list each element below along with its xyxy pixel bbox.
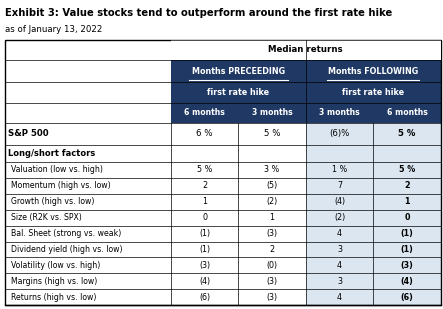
Text: 4: 4 (337, 261, 342, 270)
Text: 7: 7 (337, 181, 342, 190)
Text: Margins (high vs. low): Margins (high vs. low) (11, 277, 97, 286)
Text: 1: 1 (269, 213, 275, 222)
Text: 3 months: 3 months (252, 108, 292, 117)
Text: 3 %: 3 % (264, 165, 280, 174)
Text: 4: 4 (337, 229, 342, 238)
Text: Momentum (high vs. low): Momentum (high vs. low) (11, 181, 110, 190)
Text: 0: 0 (202, 213, 207, 222)
Text: 2: 2 (404, 181, 410, 190)
Text: (4): (4) (334, 197, 345, 206)
Text: 6 months: 6 months (387, 108, 427, 117)
Text: Months PRECEEDING: Months PRECEEDING (192, 67, 285, 76)
Text: S&P 500: S&P 500 (8, 129, 49, 138)
Text: Dividend yield (high vs. low): Dividend yield (high vs. low) (11, 245, 122, 254)
Text: (3): (3) (267, 229, 278, 238)
Text: Volatility (low vs. high): Volatility (low vs. high) (11, 261, 100, 270)
Text: 1: 1 (404, 197, 410, 206)
Text: Long/short factors: Long/short factors (8, 149, 95, 158)
Text: 2: 2 (269, 245, 275, 254)
Text: 3: 3 (337, 277, 342, 286)
Text: 0: 0 (404, 213, 410, 222)
Text: 1 %: 1 % (332, 165, 347, 174)
Text: first rate hike: first rate hike (207, 88, 269, 97)
Text: (1): (1) (199, 229, 210, 238)
Text: (1): (1) (400, 229, 413, 238)
Text: Size (R2K vs. SPX): Size (R2K vs. SPX) (11, 213, 82, 222)
Text: 3: 3 (337, 245, 342, 254)
Text: 5 %: 5 % (197, 165, 212, 174)
Text: (6)%: (6)% (329, 129, 350, 138)
Text: 6 %: 6 % (196, 129, 213, 138)
Text: 5 %: 5 % (399, 165, 415, 174)
Text: (3): (3) (199, 261, 210, 270)
Text: (1): (1) (199, 245, 210, 254)
Text: 4: 4 (337, 293, 342, 302)
Text: 5 %: 5 % (398, 129, 416, 138)
Text: (6): (6) (199, 293, 210, 302)
Text: (1): (1) (400, 245, 413, 254)
Text: Valuation (low vs. high): Valuation (low vs. high) (11, 165, 102, 174)
Text: Growth (high vs. low): Growth (high vs. low) (11, 197, 94, 206)
Text: Bal. Sheet (strong vs. weak): Bal. Sheet (strong vs. weak) (11, 229, 121, 238)
Text: (4): (4) (199, 277, 210, 286)
Text: Months FOLLOWING: Months FOLLOWING (328, 67, 418, 76)
Text: (2): (2) (266, 197, 278, 206)
Text: as of January 13, 2022: as of January 13, 2022 (5, 25, 103, 34)
Text: Returns (high vs. low): Returns (high vs. low) (11, 293, 96, 302)
Text: (6): (6) (400, 293, 413, 302)
Text: (3): (3) (400, 261, 413, 270)
Text: 1: 1 (202, 197, 207, 206)
Text: (3): (3) (267, 293, 278, 302)
Text: 5 %: 5 % (264, 129, 280, 138)
Text: first rate hike: first rate hike (342, 88, 404, 97)
Text: Exhibit 3: Value stocks tend to outperform around the first rate hike: Exhibit 3: Value stocks tend to outperfo… (5, 8, 392, 18)
Text: (2): (2) (334, 213, 345, 222)
Text: (4): (4) (400, 277, 413, 286)
Text: (5): (5) (266, 181, 278, 190)
Text: Median returns: Median returns (268, 45, 343, 54)
Text: 6 months: 6 months (184, 108, 225, 117)
Text: (0): (0) (267, 261, 278, 270)
Text: 2: 2 (202, 181, 207, 190)
Text: (3): (3) (267, 277, 278, 286)
Text: 3 months: 3 months (319, 108, 360, 117)
